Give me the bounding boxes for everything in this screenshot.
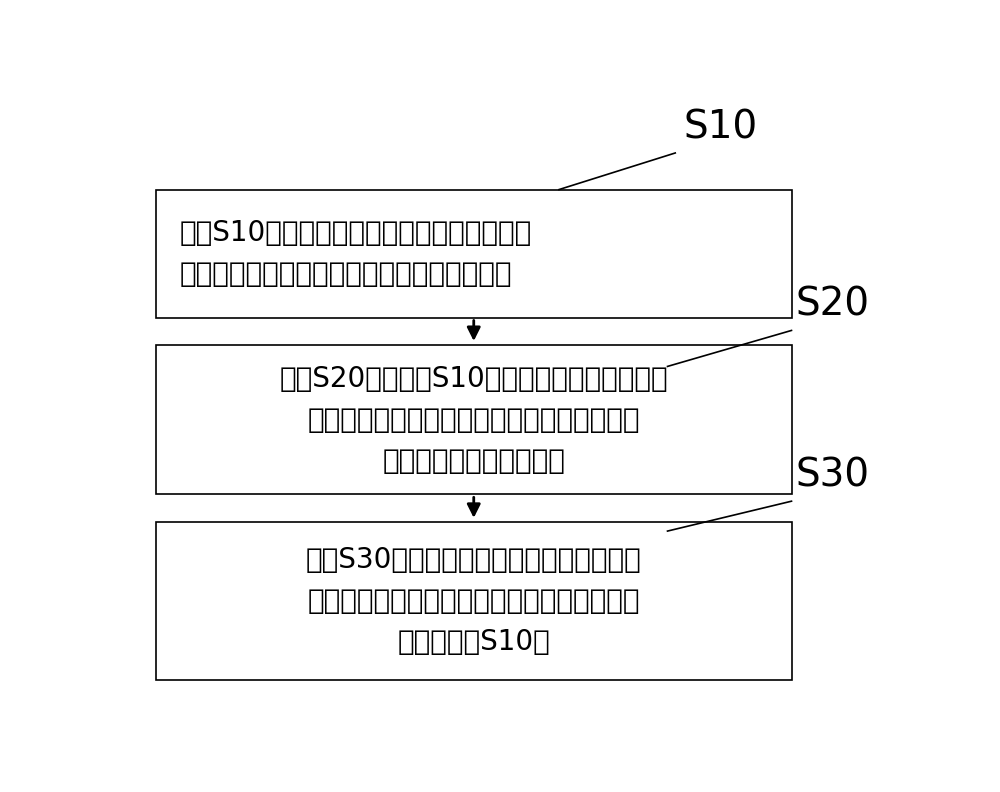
Text: S20: S20 bbox=[795, 286, 870, 324]
Text: 步骤S20，将步骤S10的进水体积变化量与出水
体积变化量之和的平均值，转换为高位水箱底
面积对应的液位变化量；: 步骤S20，将步骤S10的进水体积变化量与出水 体积变化量之和的平均值，转换为高… bbox=[279, 364, 668, 475]
Bar bbox=[156, 345, 792, 494]
Bar bbox=[156, 189, 792, 318]
Text: S30: S30 bbox=[795, 456, 870, 494]
Text: 步骤S30，判断液位变化量，如果超出设定
值，则发出告警信号，反之则重置告警信号，
并进入步骤S10。: 步骤S30，判断液位变化量，如果超出设定 值，则发出告警信号，反之则重置告警信号… bbox=[306, 546, 642, 657]
Text: 步骤S10，获取阀冷系统的进、出内冷水管相
对阀厅的进水体积变化量和出水体积变化量；: 步骤S10，获取阀冷系统的进、出内冷水管相 对阀厅的进水体积变化量和出水体积变化… bbox=[179, 219, 532, 288]
Bar bbox=[156, 522, 792, 680]
Text: S10: S10 bbox=[683, 109, 757, 147]
